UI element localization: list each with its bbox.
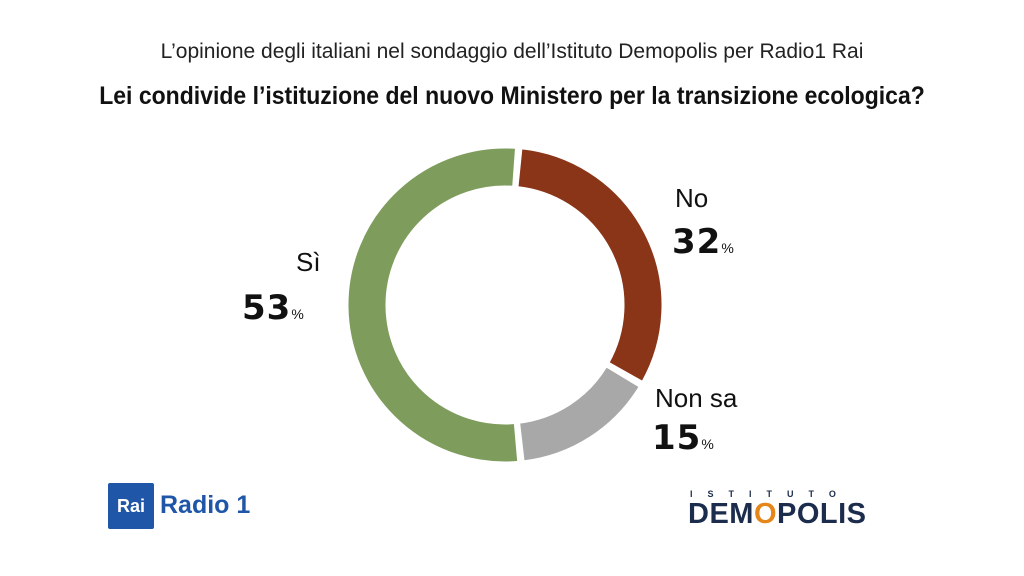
demopolis-istituto-text: ISTITUTO (690, 489, 851, 499)
donut-slice-s (345, 145, 521, 465)
radio1-logo-text: Radio 1 (160, 491, 251, 519)
chart-title: Lei condivide l’istituzione del nuovo Mi… (99, 82, 925, 110)
donut-slice-no (515, 146, 665, 385)
demopolis-pre: DEM (688, 498, 754, 530)
value-nonsa: 15 (652, 418, 702, 458)
label-no-name: No (675, 183, 709, 213)
pct-si: % (291, 306, 304, 322)
label-si-name: Sì (296, 247, 321, 277)
demopolis-logo: DEMOPOLIS (688, 498, 867, 531)
value-si: 53 (242, 288, 292, 328)
demopolis-post: POLIS (777, 498, 867, 530)
label-si-value: 53% (242, 288, 304, 328)
chart-subtitle: L’opinione degli italiani nel sondaggio … (160, 40, 864, 63)
value-no: 32 (672, 222, 722, 262)
label-no-value: 32% (672, 222, 734, 262)
pct-no: % (721, 240, 734, 256)
label-nonsa-name: Non sa (655, 383, 738, 413)
donut-slice-non-sa (516, 363, 643, 464)
label-nonsa-value: 15% (652, 418, 714, 458)
pct-nonsa: % (701, 436, 714, 452)
rai-logo: Rai (108, 483, 154, 529)
demopolis-o: O (753, 498, 778, 530)
